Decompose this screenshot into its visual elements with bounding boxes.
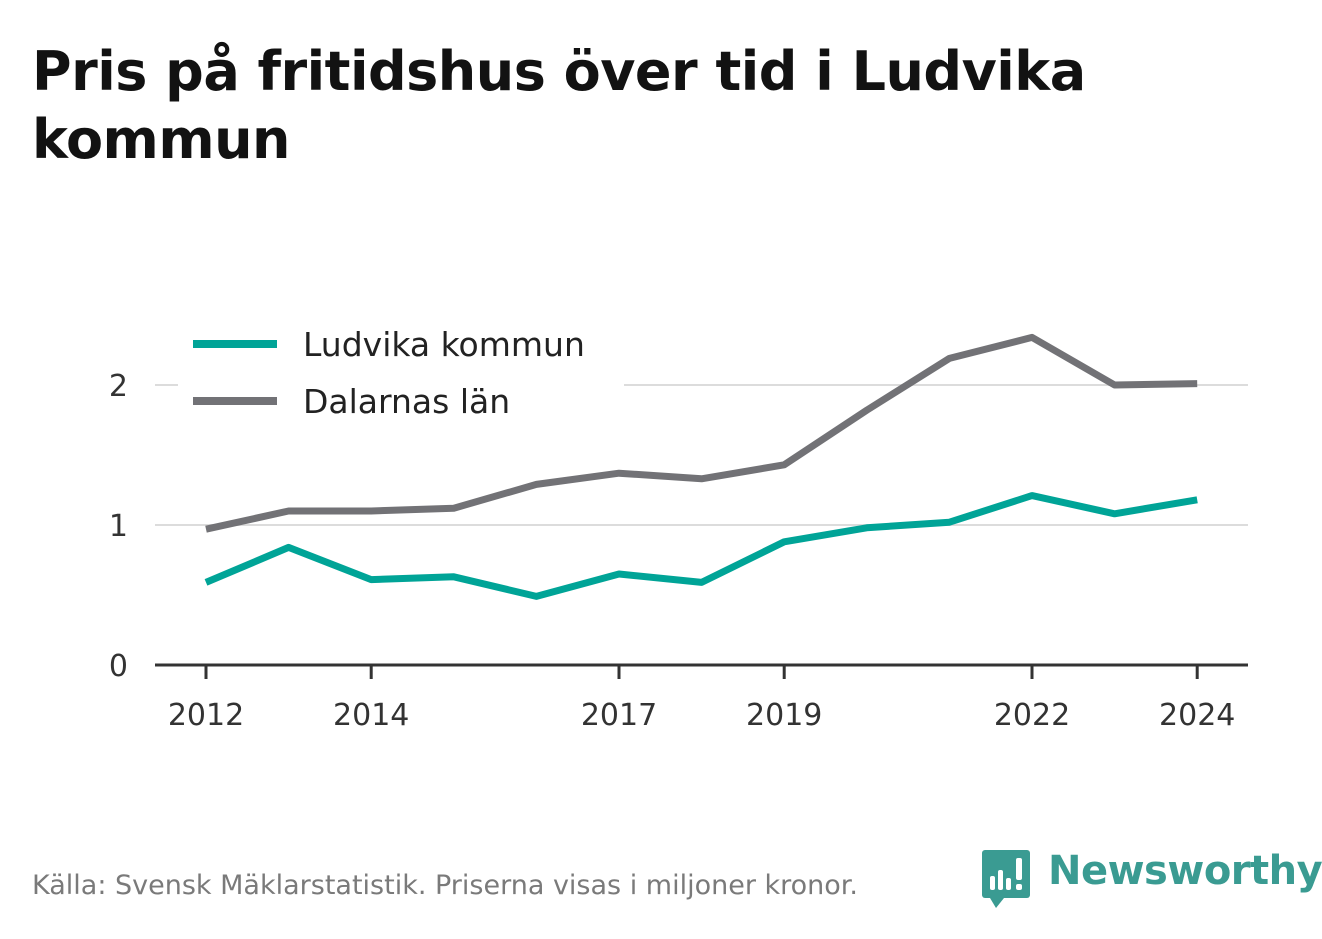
x-tick-label: 2024: [1159, 698, 1235, 733]
y-tick-label: 2: [109, 369, 128, 404]
source-note: Källa: Svensk Mäklarstatistik. Priserna …: [32, 870, 859, 901]
legend-background: [178, 318, 624, 428]
x-tick-label: 2019: [746, 698, 822, 733]
newsworthy-brand: Newsworthy: [982, 848, 1322, 910]
legend-label: Dalarnas län: [303, 382, 510, 421]
brand-name: Newsworthy: [1048, 848, 1322, 894]
x-tick-label: 2014: [333, 698, 409, 733]
x-tick-label: 2012: [168, 698, 244, 733]
legend-label: Ludvika kommun: [303, 325, 585, 364]
newsworthy-logo-icon: [982, 850, 1030, 908]
y-tick-label: 1: [109, 509, 128, 544]
series-line-ludvika: [204, 492, 1198, 600]
y-tick-label: 0: [109, 649, 128, 684]
series-line-dalarna: [205, 333, 1198, 533]
chart-title: Pris på fritidshus över tid i Ludvika ko…: [32, 40, 1086, 171]
x-tick-label: 2017: [581, 698, 657, 733]
x-tick-label: 2022: [994, 698, 1070, 733]
